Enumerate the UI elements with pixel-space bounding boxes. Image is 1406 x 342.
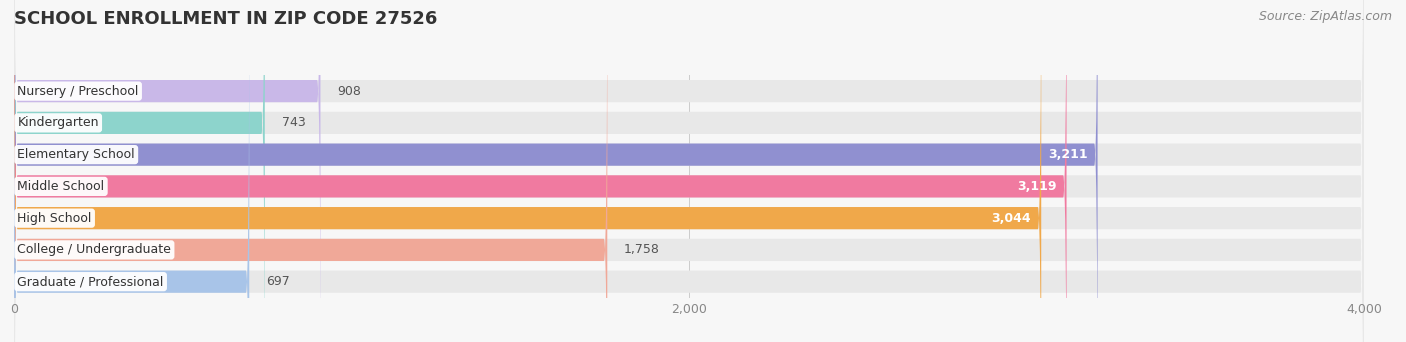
Text: 3,044: 3,044 — [991, 212, 1031, 225]
Text: High School: High School — [17, 212, 91, 225]
FancyBboxPatch shape — [14, 0, 321, 342]
FancyBboxPatch shape — [14, 0, 1364, 342]
FancyBboxPatch shape — [14, 0, 249, 342]
FancyBboxPatch shape — [14, 0, 1364, 342]
Text: 697: 697 — [266, 275, 290, 288]
FancyBboxPatch shape — [14, 0, 1364, 342]
Text: Middle School: Middle School — [17, 180, 104, 193]
FancyBboxPatch shape — [14, 0, 1364, 342]
FancyBboxPatch shape — [14, 0, 607, 342]
Text: College / Undergraduate: College / Undergraduate — [17, 244, 172, 256]
Text: Nursery / Preschool: Nursery / Preschool — [17, 84, 139, 97]
Text: Kindergarten: Kindergarten — [17, 116, 98, 129]
FancyBboxPatch shape — [14, 0, 1364, 342]
Text: 3,119: 3,119 — [1017, 180, 1056, 193]
FancyBboxPatch shape — [14, 0, 1042, 342]
FancyBboxPatch shape — [14, 0, 1098, 342]
Text: Graduate / Professional: Graduate / Professional — [17, 275, 165, 288]
Text: SCHOOL ENROLLMENT IN ZIP CODE 27526: SCHOOL ENROLLMENT IN ZIP CODE 27526 — [14, 10, 437, 28]
Text: 743: 743 — [281, 116, 305, 129]
Text: Elementary School: Elementary School — [17, 148, 135, 161]
Text: 3,211: 3,211 — [1047, 148, 1087, 161]
FancyBboxPatch shape — [14, 0, 1364, 342]
FancyBboxPatch shape — [14, 0, 1364, 342]
Text: Source: ZipAtlas.com: Source: ZipAtlas.com — [1258, 10, 1392, 23]
FancyBboxPatch shape — [14, 0, 264, 342]
FancyBboxPatch shape — [14, 0, 1067, 342]
Text: 1,758: 1,758 — [624, 244, 659, 256]
Text: 908: 908 — [337, 84, 361, 97]
